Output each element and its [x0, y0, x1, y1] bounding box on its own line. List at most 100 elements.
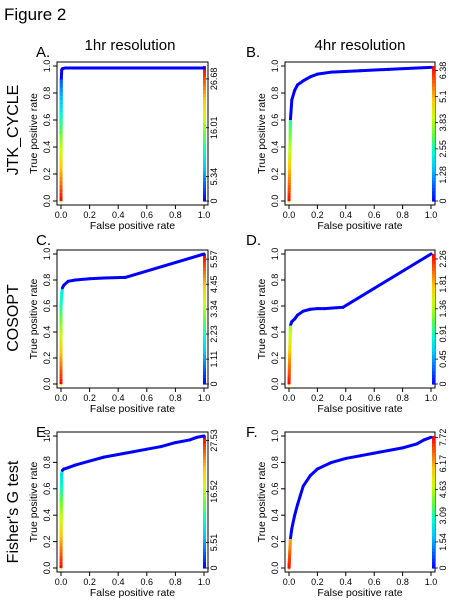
colorbar-segment [432, 157, 435, 162]
colorbar-segment [432, 469, 435, 473]
colorbar-segment [203, 505, 206, 510]
colorbar-segment [432, 194, 435, 199]
colorbar-segment [432, 133, 435, 138]
colorbar-segment [203, 299, 206, 304]
x-tick-label: 1.0 [425, 577, 438, 587]
x-tick-label: 0.4 [112, 210, 125, 220]
roc-curve-segment [330, 69, 362, 74]
colorbar-segment [432, 475, 435, 480]
colorbar-segment [432, 364, 435, 369]
colorbar-segment [432, 293, 435, 297]
roc-curve-segment [173, 438, 192, 445]
colorbar-segment [203, 332, 206, 336]
colorbar-segment [203, 69, 206, 74]
colorbar-segment [432, 561, 435, 566]
colorbar-segment [203, 120, 206, 124]
colorbar-segment [432, 351, 435, 356]
colorbar-segment [432, 538, 435, 543]
row-label-cosopt: COSOPT [5, 284, 22, 352]
plot-frame [284, 431, 436, 573]
colorbar-segment [203, 76, 206, 81]
colorbar-segment [432, 76, 435, 81]
colorbar-segment [432, 348, 435, 353]
colorbar-segment [432, 377, 435, 382]
colorbar-segment [432, 263, 435, 268]
y-tick-label: 0.6 [270, 300, 280, 313]
y-tick-label: 0.6 [270, 483, 280, 496]
y-tick-label: 1.0 [42, 248, 52, 261]
x-tick-label: 0.8 [396, 210, 409, 220]
colorbar-segment [203, 267, 206, 271]
colorbar-segment [432, 136, 435, 141]
colorbar-segment [432, 270, 435, 275]
panel-letter: F. [246, 424, 258, 441]
colorbar-segment [203, 170, 206, 175]
colorbar-segment [432, 472, 435, 477]
panel-letter: A. [36, 44, 50, 61]
colorbar-segment [203, 374, 206, 379]
roc-curve-segment [401, 442, 419, 450]
x-axis-label: False positive rate [90, 220, 175, 232]
colorbar-segment [203, 488, 206, 493]
panel-letter: E. [36, 424, 50, 441]
colorbar-segment [203, 455, 206, 460]
x-tick-label: 0.6 [368, 210, 381, 220]
y-tick-label: 0.8 [42, 87, 52, 100]
colorbar-segment [203, 174, 206, 178]
x-tick-label: 0.4 [112, 393, 125, 403]
x-tick-label: 1.0 [198, 577, 211, 587]
colorbar-segment [432, 345, 435, 349]
roc-curve-segment [88, 276, 106, 281]
colorbar-segment [203, 286, 206, 291]
colorbar-segment [203, 273, 206, 278]
colorbar-tick-label: 16.01 [209, 116, 219, 139]
colorbar-segment [203, 96, 206, 101]
y-tick-label: 1.0 [42, 430, 52, 443]
x-tick-label: 0.4 [340, 393, 353, 403]
colorbar-segment [203, 558, 206, 562]
colorbar-segment [432, 197, 435, 202]
panel-e: E. 0.00.0 0.2 0.2 0.4 0.4 0.6 0.6 0.8 0.8 1.0 1.0 Fa… [28, 424, 219, 599]
roc-curve-segment [116, 450, 134, 456]
colorbar-segment [203, 459, 206, 463]
colorbar-segment [203, 478, 206, 483]
x-tick-label: 0.8 [169, 577, 182, 587]
colorbar-segment [432, 113, 435, 118]
colorbar-tick-label: 1.11 [209, 351, 219, 368]
x-tick-label: 1.0 [425, 210, 438, 220]
colorbar-tick-label: 0 [209, 565, 219, 570]
colorbar-segment [203, 561, 206, 566]
colorbar-segment [203, 177, 206, 182]
y-tick-label: 0.4 [42, 509, 52, 522]
colorbar-segment [203, 482, 206, 487]
colorbar-segment [203, 160, 206, 165]
colorbar-segment [432, 459, 435, 463]
colorbar-segment [203, 345, 206, 349]
colorbar-segment [203, 502, 206, 506]
colorbar-segment [432, 163, 435, 168]
plot-frame [56, 431, 209, 573]
colorbar-segment [203, 531, 206, 536]
colorbar-segment [432, 478, 435, 483]
colorbar-segment [432, 515, 435, 520]
colorbar-segment [432, 86, 435, 91]
colorbar-tick-label: 5.34 [209, 168, 219, 186]
x-tick-label: 0.2 [311, 577, 324, 587]
colorbar-segment [432, 66, 435, 70]
colorbar-segment [432, 72, 435, 77]
colorbar-tick-label: 6.17 [438, 455, 448, 473]
roc-curve-segment [415, 65, 433, 70]
row-label-fishers-g-test: Fisher's G test [5, 460, 22, 563]
colorbar-segment [432, 332, 435, 336]
colorbar-segment [203, 123, 206, 128]
colorbar-segment [203, 153, 206, 158]
plot-frame [284, 61, 436, 206]
colorbar-tick-label: 2.23 [209, 325, 219, 343]
colorbar-segment [203, 462, 206, 467]
colorbar-segment [203, 89, 206, 94]
colorbar-segment [432, 89, 435, 94]
y-tick-label: 1.0 [270, 248, 280, 261]
colorbar-segment [432, 103, 435, 108]
panel-f: F. 0.00.0 0.2 0.2 0.4 0.4 0.6 0.6 0.8 0.8 1.0 1.0 Fa… [246, 424, 448, 599]
colorbar-segment [432, 361, 435, 366]
